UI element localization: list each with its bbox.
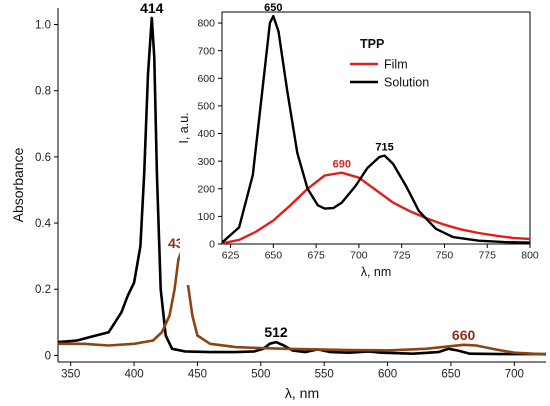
legend-label-film: Film [384,58,408,72]
main-x-tick-label: 550 [315,369,334,381]
inset-x-tick-label: 800 [521,250,539,262]
main-x-tick-label: 650 [441,369,460,381]
inset-y-tick-label: 200 [197,183,215,195]
inset-x-tick-label: 750 [436,250,454,262]
main-y-tick-label: 0.4 [35,218,52,230]
main-x-tick-label: 600 [378,369,397,381]
inset-y-tick-label: 400 [197,128,215,140]
main-peak-label: 512 [264,324,288,340]
inset-x-tick-label: 650 [265,250,283,262]
main-y-tick-label: 0 [45,350,51,362]
inset-x-tick-label: 775 [478,250,496,262]
main-chart: 350 400 450 500 550 600 650 700 0 0.2 0.4 0.6 0.8 1.0… [10,0,546,401]
inset-x-tick-label: 675 [307,250,325,262]
main-x-tick-label: 350 [61,369,80,381]
main-x-tick-label: 400 [124,369,143,381]
inset-x-tick-label: 725 [393,250,411,262]
main-x-tick-label: 700 [505,369,524,381]
inset-x-axis-title: λ, nm [361,265,392,279]
inset-y-tick-label: 500 [197,101,215,113]
main-y-tick-label: 0.2 [35,284,51,296]
main-peak-label: 660 [452,327,476,343]
inset-y-tick-label: 100 [197,211,215,223]
inset-peak-label: 650 [264,2,282,14]
main-series-line-film [58,251,546,356]
inset-y-tick-label: 300 [197,156,215,168]
legend-label-solution: Solution [384,76,429,90]
main-y-tick-label: 0.8 [35,86,51,98]
inset-peak-label: 690 [333,159,351,171]
main-series-line-solution [58,16,546,356]
main-y-axis-title: Absorbance [10,147,26,222]
main-y-tick-label: 1.0 [35,20,51,32]
legend-title: TPP [360,37,384,51]
inset-chart: 625 650 675 700 725 750 775 800 0 100 200 300 400 500… [177,2,548,285]
main-x-axis-title: λ, nm [285,385,319,401]
inset-peak-label: 715 [375,142,393,154]
inset-x-tick-label: 700 [350,250,368,262]
main-x-tick-label: 450 [188,369,207,381]
inset-y-tick-label: 700 [197,45,215,57]
inset-x-tick-label: 625 [222,250,240,262]
inset-y-axis-title: I, a.u. [177,112,191,143]
inset-series-line-solution [222,14,530,244]
main-peak-label: 414 [140,0,164,16]
inset-y-tick-label: 0 [209,239,215,251]
inset-y-tick-label: 800 [197,18,215,30]
inset-series-line-film [222,171,530,244]
main-x-tick-label: 500 [251,369,270,381]
inset-y-tick-label: 600 [197,73,215,85]
main-y-tick-label: 0.6 [35,152,51,164]
